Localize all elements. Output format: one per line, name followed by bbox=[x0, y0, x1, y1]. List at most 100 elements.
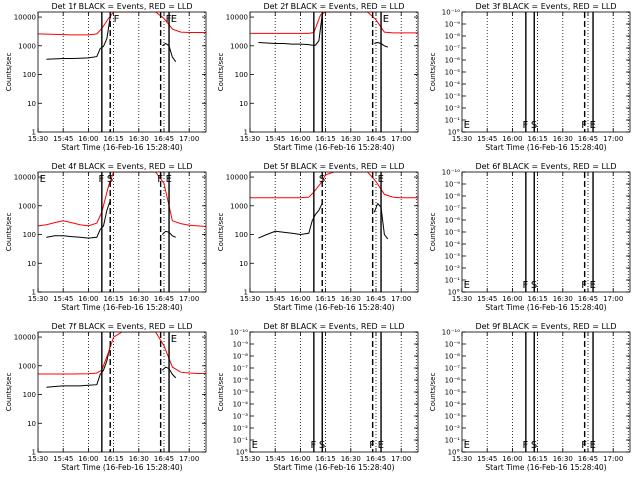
x-tick-label: 15:45 bbox=[477, 295, 497, 303]
panel-title: Det 4f BLACK = Events, RED = LLD bbox=[51, 162, 192, 171]
y-tick-label: 10° bbox=[448, 289, 460, 297]
y-tick-label: 10⁻² bbox=[445, 265, 461, 273]
x-tick-label: 16:00 bbox=[290, 295, 310, 303]
events-series-line bbox=[46, 345, 111, 388]
marker-letter: F bbox=[581, 440, 587, 451]
marker-letter: E bbox=[40, 174, 46, 185]
x-tick-label: 15:30 bbox=[452, 135, 472, 143]
y-tick-label: 10⁻⁷ bbox=[233, 365, 249, 373]
x-tick-label: 17:00 bbox=[179, 455, 199, 463]
plot-frame bbox=[37, 11, 207, 133]
x-tick-label: 15:45 bbox=[53, 295, 73, 303]
marker-letter: F bbox=[522, 120, 528, 131]
x-tick-label: 16:15 bbox=[528, 455, 548, 463]
marker-letter: F bbox=[581, 120, 587, 131]
y-tick-label: 100 bbox=[235, 231, 248, 239]
y-tick-label: 10⁻¹ bbox=[445, 277, 461, 285]
x-tick-label: 16:30 bbox=[553, 455, 573, 463]
marker-letter: E bbox=[590, 120, 596, 131]
y-axis-label: Counts/sec bbox=[429, 53, 437, 92]
y-tick-label: 10⁻¹⁰ bbox=[442, 329, 460, 337]
marker-letter: E bbox=[171, 334, 177, 345]
marker-letter: F bbox=[114, 14, 120, 25]
x-tick-label: 16:30 bbox=[553, 295, 573, 303]
plot-frame bbox=[461, 11, 631, 133]
x-tick-label: 16:30 bbox=[341, 455, 361, 463]
y-tick-label: 10⁻⁸ bbox=[445, 33, 461, 41]
lld-series-line bbox=[250, 172, 418, 199]
y-tick-label: 10⁻³ bbox=[233, 413, 249, 421]
panel-title: Det 2f BLACK = Events, RED = LLD bbox=[263, 2, 404, 11]
x-tick-label: 16:30 bbox=[129, 295, 149, 303]
x-tick-label: 15:30 bbox=[452, 295, 472, 303]
x-tick-label: 16:45 bbox=[154, 455, 174, 463]
x-tick-label: 16:15 bbox=[316, 135, 336, 143]
y-tick-label: 10 bbox=[239, 100, 248, 108]
y-axis-label: Counts/sec bbox=[5, 53, 13, 92]
marker-letter: E bbox=[171, 14, 177, 25]
marker-letter: E bbox=[590, 440, 596, 451]
y-tick-label: 10⁻⁴ bbox=[233, 401, 249, 409]
marker-letter: F bbox=[166, 14, 172, 25]
y-axis-label: Counts/sec bbox=[217, 213, 225, 252]
panel-title: Det 9f BLACK = Events, RED = LLD bbox=[475, 322, 616, 331]
y-tick-label: 10 bbox=[27, 100, 36, 108]
x-tick-label: 15:30 bbox=[452, 455, 472, 463]
plot-frame bbox=[37, 171, 207, 293]
x-tick-label: 16:00 bbox=[502, 455, 522, 463]
plot-frame bbox=[249, 331, 419, 453]
marker-letter: F bbox=[522, 440, 528, 451]
x-tick-label: 16:15 bbox=[104, 295, 124, 303]
marker-letter: F bbox=[522, 280, 528, 291]
y-tick-label: 1000 bbox=[18, 202, 36, 210]
lld-series-line bbox=[250, 12, 418, 34]
x-tick-label: 16:30 bbox=[341, 135, 361, 143]
y-tick-label: 10⁻⁷ bbox=[445, 45, 461, 53]
y-axis-label: Counts/sec bbox=[5, 213, 13, 252]
x-tick-label: 16:15 bbox=[528, 295, 548, 303]
y-tick-label: 10⁻¹⁰ bbox=[442, 169, 460, 177]
x-tick-label: 15:30 bbox=[28, 455, 48, 463]
x-axis-label: Start Time (16-Feb-16 15:28:40) bbox=[273, 143, 394, 152]
x-tick-label: 17:00 bbox=[603, 135, 623, 143]
y-tick-label: 1000 bbox=[18, 42, 36, 50]
x-tick-label: 17:00 bbox=[391, 455, 411, 463]
x-axis-label: Start Time (16-Feb-16 15:28:40) bbox=[485, 463, 606, 472]
y-tick-label: 10⁻⁶ bbox=[233, 377, 249, 385]
x-axis-label: Start Time (16-Feb-16 15:28:40) bbox=[61, 143, 182, 152]
y-tick-label: 10⁻⁶ bbox=[445, 377, 461, 385]
x-tick-label: 16:15 bbox=[316, 455, 336, 463]
y-tick-label: 10000 bbox=[226, 14, 248, 22]
marker-letter: F bbox=[581, 280, 587, 291]
x-tick-label: 15:30 bbox=[240, 295, 260, 303]
x-tick-label: 16:00 bbox=[78, 135, 98, 143]
x-tick-label: 16:45 bbox=[578, 135, 598, 143]
y-tick-label: 10⁻⁶ bbox=[445, 57, 461, 65]
panel-det-3: Det 3f BLACK = Events, RED = LLD 10° 10⁻¹ 1… bbox=[429, 2, 631, 152]
y-tick-label: 10⁻³ bbox=[445, 253, 461, 261]
x-tick-label: 16:45 bbox=[366, 295, 386, 303]
x-axis-label: Start Time (16-Feb-16 15:28:40) bbox=[485, 303, 606, 312]
marker-letter: E bbox=[383, 14, 389, 25]
y-tick-label: 10⁻⁴ bbox=[445, 401, 461, 409]
plot-frame bbox=[37, 331, 207, 453]
y-tick-label: 100 bbox=[23, 71, 36, 79]
panel-det-9: Det 9f BLACK = Events, RED = LLD 10° 10⁻¹ 1… bbox=[429, 322, 631, 472]
marker-letter: E bbox=[464, 440, 470, 451]
y-tick-label: 10⁻⁶ bbox=[445, 217, 461, 225]
x-tick-label: 16:00 bbox=[290, 455, 310, 463]
y-tick-label: 10000 bbox=[14, 14, 36, 22]
x-tick-label: 16:30 bbox=[553, 135, 573, 143]
x-tick-label: 15:30 bbox=[240, 455, 260, 463]
y-axis-label: Counts/sec bbox=[429, 213, 437, 252]
x-tick-label: 17:00 bbox=[179, 295, 199, 303]
x-axis-label: Start Time (16-Feb-16 15:28:40) bbox=[273, 303, 394, 312]
events-series-line bbox=[46, 17, 111, 60]
marker-letter: F bbox=[98, 174, 104, 185]
x-tick-label: 16:30 bbox=[129, 455, 149, 463]
x-tick-label: 16:45 bbox=[578, 455, 598, 463]
x-tick-label: 16:45 bbox=[154, 135, 174, 143]
x-tick-label: 16:15 bbox=[104, 455, 124, 463]
y-tick-label: 1000 bbox=[230, 42, 248, 50]
